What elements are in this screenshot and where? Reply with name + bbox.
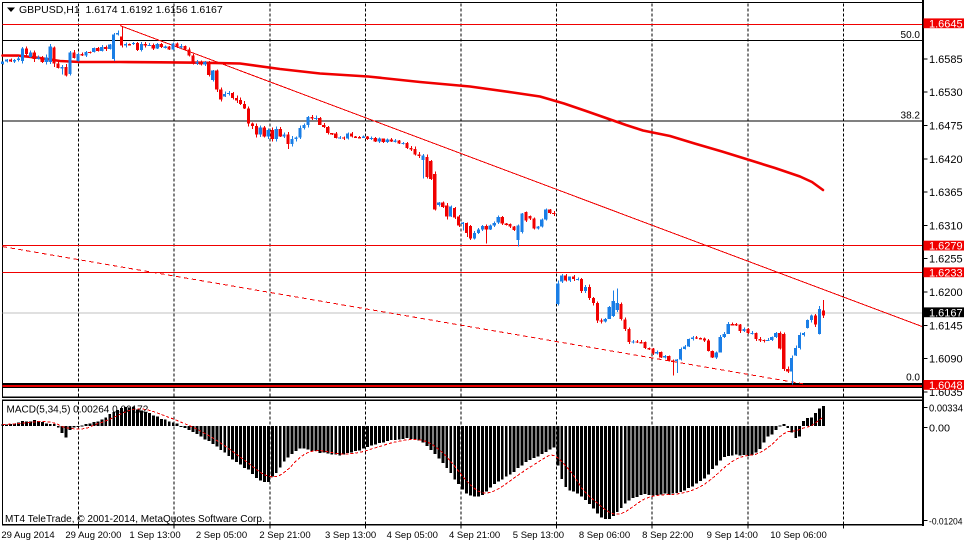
svg-text:1.6200: 1.6200 (929, 287, 963, 299)
svg-text:4 Sep 21:00: 4 Sep 21:00 (449, 530, 500, 541)
svg-text:5 Sep 13:00: 5 Sep 13:00 (513, 530, 564, 541)
svg-text:1.6048: 1.6048 (929, 380, 963, 392)
svg-text:MACD(5,34,5) 0.00264 0.00172: MACD(5,34,5) 0.00264 0.00172 (7, 405, 149, 416)
svg-text:0.00: 0.00 (929, 423, 950, 435)
svg-text:1.6475: 1.6475 (929, 121, 963, 133)
svg-text:1.6167: 1.6167 (929, 307, 963, 319)
svg-text:0.0: 0.0 (906, 372, 920, 383)
svg-text:8 Sep 06:00: 8 Sep 06:00 (579, 530, 630, 541)
svg-text:2 Sep 21:00: 2 Sep 21:00 (259, 530, 310, 541)
svg-text:50.0: 50.0 (901, 30, 921, 41)
svg-text:4 Sep 05:00: 4 Sep 05:00 (387, 530, 438, 541)
svg-text:1.6585: 1.6585 (929, 54, 963, 66)
svg-text:1.6090: 1.6090 (929, 354, 963, 366)
svg-text:1.6420: 1.6420 (929, 154, 963, 166)
svg-text:1 Sep 13:00: 1 Sep 13:00 (129, 530, 180, 541)
svg-text:1.6530: 1.6530 (929, 87, 963, 99)
svg-text:1.6279: 1.6279 (929, 241, 963, 253)
svg-text:1.6255: 1.6255 (929, 254, 963, 266)
svg-text:1.6145: 1.6145 (929, 320, 963, 332)
svg-text:1.6035: 1.6035 (929, 387, 963, 399)
svg-text:1.6310: 1.6310 (929, 220, 963, 232)
svg-text:1.6365: 1.6365 (929, 187, 963, 199)
svg-text:MT4 TeleTrade, © 2001-2014, Me: MT4 TeleTrade, © 2001-2014, MetaQuotes S… (5, 514, 265, 525)
svg-text:10 Sep 06:00: 10 Sep 06:00 (770, 530, 827, 541)
svg-text:GBPUSD,H1 1.6174 1.6192 1.615: GBPUSD,H1 1.6174 1.6192 1.6156 1.6167 (19, 4, 223, 16)
svg-text:1.6645: 1.6645 (929, 18, 963, 30)
svg-text:3 Sep 13:00: 3 Sep 13:00 (325, 530, 376, 541)
svg-text:8 Sep 22:00: 8 Sep 22:00 (642, 530, 693, 541)
svg-text:29 Aug 20:00: 29 Aug 20:00 (65, 530, 121, 541)
svg-text:0.00334: 0.00334 (929, 403, 963, 415)
svg-text:9 Sep 14:00: 9 Sep 14:00 (707, 530, 758, 541)
svg-text:29 Aug 2014: 29 Aug 2014 (1, 530, 54, 541)
svg-text:-0.01204: -0.01204 (929, 516, 963, 527)
svg-text:2 Sep 05:00: 2 Sep 05:00 (196, 530, 247, 541)
svg-text:38.2: 38.2 (901, 111, 921, 122)
svg-text:1.6233: 1.6233 (929, 267, 963, 279)
